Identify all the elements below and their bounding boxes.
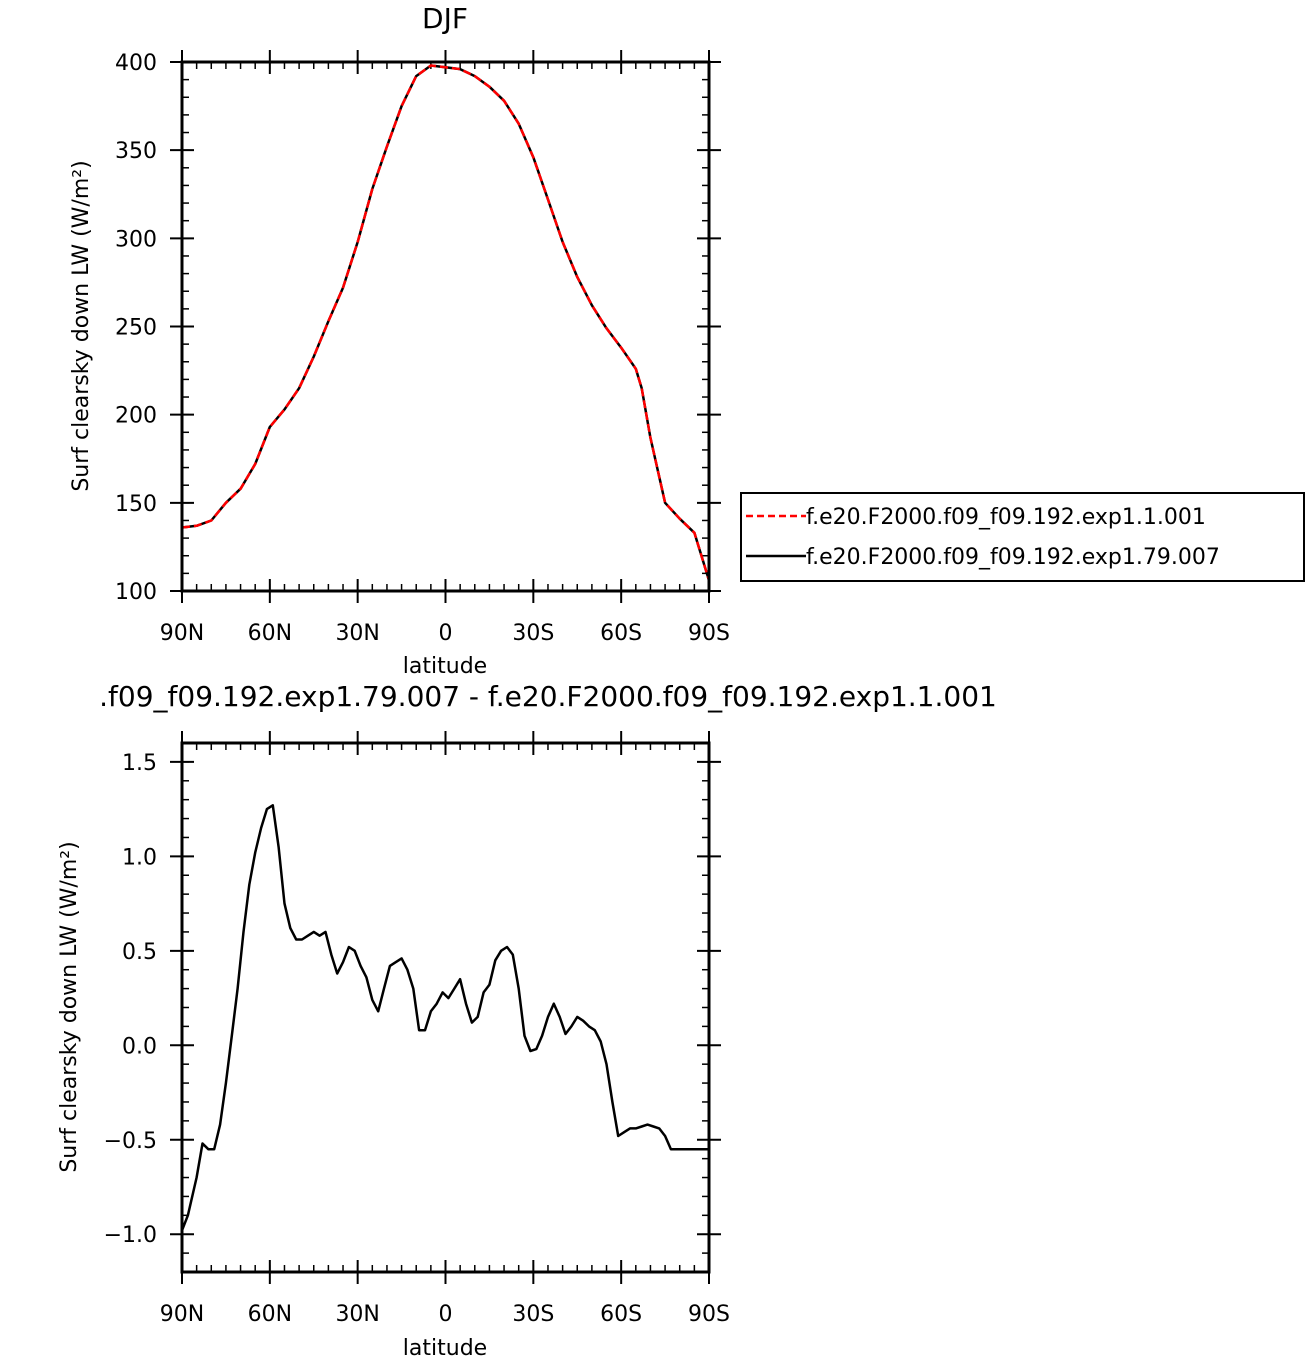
top-xtick-label: 60N (248, 621, 292, 646)
bottom-axes: −1.0 −0.5 0.0 0.5 1.0 1.5 90N 60N 30N 0 30S 60S 90S (104, 731, 730, 1327)
bottom-xtick-label: 30S (512, 1302, 554, 1327)
top-xtick-label: 60S (600, 621, 642, 646)
top-axes: 100 150 200 250 300 350 400 90N 60N 30N 0 30S 60S 90S (115, 50, 730, 646)
bottom-xtick-label: 30N (335, 1302, 379, 1327)
bottom-plot-frame (180, 741, 711, 1274)
bottom-y-axis-title: Surf clearsky down LW (W/m²) (57, 841, 82, 1172)
top-x-axis-title: latitude (403, 654, 487, 679)
top-ytick-label: 100 (115, 580, 157, 605)
top-series (181, 64, 711, 581)
top-plot-frame (180, 60, 711, 593)
bottom-chart-title: .f09_f09.192.exp1.79.007 - f.e20.F2000.f… (99, 680, 997, 713)
bottom-ytick-label: 0.5 (122, 940, 157, 965)
bottom-ytick-label: 1.5 (122, 751, 157, 776)
top-xtick-label: 90S (688, 621, 730, 646)
bottom-ytick-label: 1.0 (122, 845, 157, 870)
bottom-ytick-label: −0.5 (104, 1129, 157, 1154)
bottom-x-axis-title: latitude (403, 1336, 487, 1361)
bottom-xtick-label: 60S (600, 1302, 642, 1327)
legend-box (740, 492, 1305, 582)
legend-entry-1: f.e20.F2000.f09_f09.192.exp1.1.001 (806, 505, 1206, 530)
top-ytick-label: 300 (115, 227, 157, 252)
top-xtick-label: 0 (439, 621, 453, 646)
top-y-axis-title: Surf clearsky down LW (W/m²) (69, 160, 94, 491)
top-xtick-label: 30N (335, 621, 379, 646)
top-chart-title: DJF (422, 2, 468, 35)
bottom-ytick-label: −1.0 (104, 1223, 157, 1248)
bottom-xtick-label: 90S (688, 1302, 730, 1327)
top-ytick-label: 200 (115, 404, 157, 429)
top-ytick-label: 400 (115, 51, 157, 76)
top-panel: DJF 100 150 200 250 300 350 400 90N 60N 30N 0 30S 60… (69, 2, 730, 679)
bottom-xtick-label: 0 (439, 1302, 453, 1327)
bottom-panel: .f09_f09.192.exp1.79.007 - f.e20.F2000.f… (57, 680, 997, 1361)
bottom-xtick-label: 90N (160, 1302, 204, 1327)
top-ytick-label: 250 (115, 316, 157, 341)
top-xtick-label: 30S (512, 621, 554, 646)
bottom-xtick-label: 60N (248, 1302, 292, 1327)
bottom-series-line-1 (180, 804, 709, 1231)
bottom-ytick-label: 0.0 (122, 1034, 157, 1059)
top-series-line-1 (181, 64, 711, 581)
top-series-line-2 (181, 64, 711, 581)
top-ytick-label: 350 (115, 139, 157, 164)
legend-entry-2: f.e20.F2000.f09_f09.192.exp1.79.007 (806, 545, 1220, 570)
top-ytick-label: 150 (115, 492, 157, 517)
bottom-series (180, 804, 709, 1231)
top-xtick-label: 90N (160, 621, 204, 646)
legend: f.e20.F2000.f09_f09.192.exp1.1.001 f.e20… (740, 492, 1305, 582)
